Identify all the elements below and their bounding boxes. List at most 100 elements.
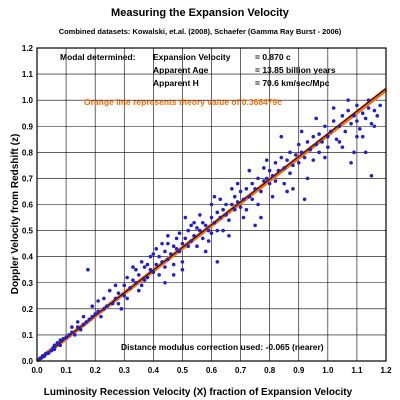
y-tick-label: 0.5 xyxy=(22,227,34,236)
data-point xyxy=(145,275,150,280)
y-tick-label: 0.3 xyxy=(22,279,34,288)
data-point xyxy=(360,134,365,139)
data-point xyxy=(212,220,217,225)
data-point xyxy=(311,134,316,139)
x-tick-label: 0.8 xyxy=(264,366,276,375)
data-point xyxy=(215,228,220,233)
data-point xyxy=(110,301,115,306)
y-tick-label: 0.9 xyxy=(22,122,34,131)
data-point xyxy=(331,106,336,110)
data-point xyxy=(337,124,342,129)
data-point xyxy=(171,273,176,277)
x-tick-label: 1.0 xyxy=(322,366,334,375)
data-point xyxy=(230,202,234,207)
distance-modulus-note: Distance modulus correction used: -0.065… xyxy=(121,342,324,352)
data-point xyxy=(90,304,95,309)
data-point xyxy=(163,249,167,254)
data-point xyxy=(305,140,310,144)
y-tick-label: 1.1 xyxy=(22,70,34,79)
y-tick-label: 0.7 xyxy=(22,174,34,183)
x-tick-label: 1.2 xyxy=(380,366,392,375)
y-tick-label: 0.0 xyxy=(22,357,34,366)
data-point xyxy=(270,174,275,178)
data-point xyxy=(253,187,257,191)
data-point xyxy=(270,194,275,199)
expansion-velocity-value: = 0.870 c xyxy=(255,52,291,62)
data-point xyxy=(195,244,199,249)
data-point xyxy=(369,174,374,178)
data-point xyxy=(96,299,100,303)
data-point xyxy=(337,140,342,144)
data-point xyxy=(299,150,304,155)
data-point xyxy=(224,213,228,217)
data-point xyxy=(58,338,63,342)
data-point xyxy=(160,260,164,264)
data-point xyxy=(235,181,240,186)
data-point xyxy=(203,223,208,228)
data-point xyxy=(177,249,182,254)
x-axis-label: Luminosity Recession Velocity (X) fracti… xyxy=(44,387,353,398)
data-point xyxy=(366,98,371,102)
data-point xyxy=(267,168,272,173)
data-point xyxy=(198,228,202,233)
data-point xyxy=(308,147,313,152)
data-point xyxy=(99,314,103,319)
data-point xyxy=(46,351,51,355)
data-point xyxy=(253,223,257,228)
data-point xyxy=(125,275,129,280)
data-point xyxy=(87,317,92,322)
data-point xyxy=(273,179,278,183)
data-point xyxy=(145,262,150,267)
data-point xyxy=(259,189,263,194)
data-point xyxy=(84,320,89,324)
data-point xyxy=(328,129,333,134)
data-point xyxy=(195,226,199,230)
data-point xyxy=(183,236,188,241)
data-point xyxy=(355,134,359,139)
data-point xyxy=(296,160,301,165)
data-point xyxy=(157,254,161,259)
data-point xyxy=(180,267,185,272)
data-point xyxy=(326,134,330,139)
data-point xyxy=(291,187,295,191)
data-point xyxy=(358,127,362,131)
data-point xyxy=(346,98,350,102)
expansion-velocity-label: Expansion Velocity xyxy=(153,52,231,62)
data-point xyxy=(343,129,348,134)
data-point xyxy=(372,108,377,113)
data-point xyxy=(282,181,287,186)
data-point xyxy=(189,239,193,243)
data-point xyxy=(148,267,153,272)
data-point xyxy=(142,278,147,282)
x-tick-label: 0.7 xyxy=(235,366,247,375)
data-point xyxy=(314,142,319,147)
y-tick-label: 1.2 xyxy=(22,44,34,53)
data-point xyxy=(355,119,359,123)
data-point xyxy=(203,249,208,254)
data-point xyxy=(166,257,170,262)
data-point xyxy=(58,343,63,348)
data-point xyxy=(279,155,284,160)
data-point xyxy=(119,307,124,311)
y-axis-label: Doppler Velocity from Redshift (z) xyxy=(10,134,21,295)
data-point xyxy=(67,333,71,337)
data-point xyxy=(171,262,176,267)
data-point xyxy=(139,283,144,288)
data-point xyxy=(317,150,321,155)
data-point xyxy=(186,228,191,233)
data-point xyxy=(198,213,202,217)
data-point xyxy=(75,325,80,329)
data-point xyxy=(311,158,316,162)
data-point xyxy=(349,160,353,165)
data-point xyxy=(360,111,365,116)
y-tick-label: 0.6 xyxy=(22,201,34,210)
data-point xyxy=(78,327,83,332)
data-point xyxy=(363,150,368,155)
data-point xyxy=(235,200,240,204)
data-point xyxy=(305,176,310,181)
data-point xyxy=(128,286,132,290)
x-tick-label: 1.1 xyxy=(351,366,363,375)
data-point xyxy=(52,347,57,352)
data-point xyxy=(326,145,330,149)
x-tick-label: 0.1 xyxy=(61,366,73,375)
